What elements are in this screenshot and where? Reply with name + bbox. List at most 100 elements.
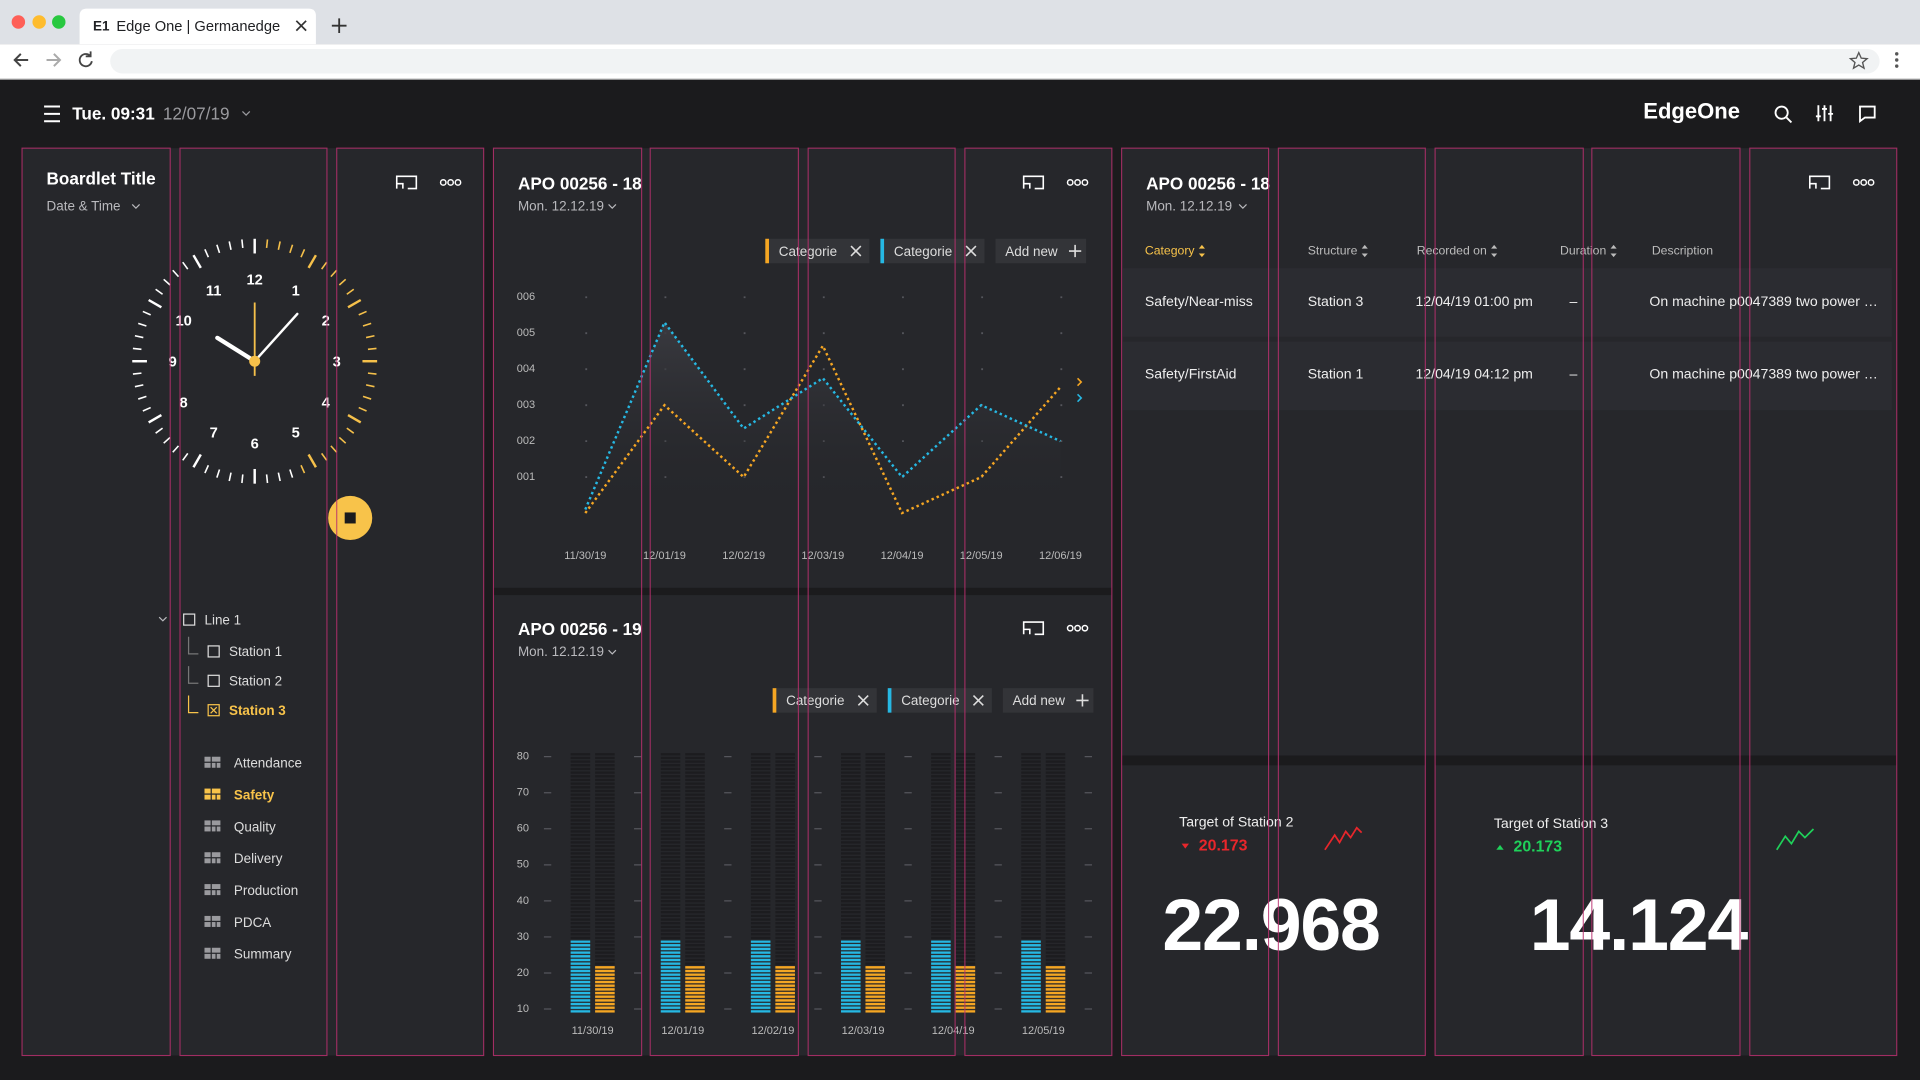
- icon-part: [204, 947, 211, 953]
- column-header[interactable]: Description: [1652, 243, 1713, 257]
- bookmark-star[interactable]: [1848, 50, 1869, 70]
- remove-filter[interactable]: [850, 245, 862, 257]
- more-button[interactable]: [439, 179, 447, 186]
- forward-button[interactable]: [46, 53, 62, 67]
- back-button[interactable]: [13, 53, 29, 67]
- expand-button[interactable]: [395, 175, 418, 190]
- icon-part: [204, 852, 211, 858]
- clock-tick: [330, 269, 338, 278]
- icon-part: [211, 756, 221, 762]
- legend-chip[interactable]: [772, 688, 877, 713]
- subtitle-dropdown[interactable]: [131, 204, 141, 210]
- menu-item[interactable]: Safety: [234, 787, 275, 802]
- address-bar[interactable]: [110, 48, 1880, 74]
- subtitle-dropdown[interactable]: [1238, 204, 1247, 210]
- legend-chip[interactable]: [765, 238, 870, 264]
- table-row[interactable]: [1122, 341, 1892, 411]
- more-button[interactable]: [1074, 179, 1081, 186]
- checkbox[interactable]: [207, 674, 220, 687]
- maximize-window[interactable]: [52, 15, 66, 29]
- sort-icon[interactable]: [1198, 244, 1205, 258]
- menu-item[interactable]: Summary: [234, 947, 292, 962]
- close-tab[interactable]: [295, 20, 307, 32]
- sort-icon[interactable]: [1491, 244, 1498, 258]
- reload-button[interactable]: [78, 51, 93, 68]
- kpi-value: 14.124: [1530, 883, 1749, 966]
- new-tab[interactable]: [331, 18, 347, 34]
- clock-tick: [365, 384, 375, 388]
- chart-subtitle[interactable]: Mon. 12.12.19: [518, 199, 604, 214]
- tree-item[interactable]: Station 2: [229, 674, 282, 689]
- remove-filter[interactable]: [972, 694, 984, 706]
- checkbox-mark: [210, 706, 218, 714]
- chat-button[interactable]: [1859, 105, 1876, 124]
- bar: [570, 940, 591, 1013]
- date-dropdown[interactable]: [242, 110, 251, 116]
- y-tick-label: 40: [517, 895, 529, 907]
- more-button[interactable]: [1066, 179, 1074, 186]
- table-row[interactable]: [1122, 268, 1892, 337]
- sort-icon[interactable]: [1610, 244, 1617, 258]
- column-header[interactable]: Recorded on: [1417, 243, 1487, 257]
- browser-tab[interactable]: [79, 8, 316, 45]
- x-tick-label: 12/03/19: [801, 550, 844, 562]
- more-button[interactable]: [454, 179, 462, 186]
- browser-menu[interactable]: [1895, 52, 1899, 68]
- checkbox[interactable]: [183, 613, 196, 626]
- table-subtitle[interactable]: Mon. 12.12.19: [1146, 199, 1232, 214]
- settings-button[interactable]: [1815, 105, 1834, 122]
- tree-toggle[interactable]: [158, 616, 167, 622]
- menu-icon: [204, 915, 221, 927]
- chart-subtitle[interactable]: Mon. 12.12.19: [518, 644, 604, 659]
- tree-item[interactable]: Station 3: [229, 703, 286, 718]
- tab-title[interactable]: Edge One | Germanedge: [116, 19, 280, 35]
- more-button[interactable]: [1081, 179, 1089, 186]
- remove-filter[interactable]: [965, 245, 977, 257]
- more-button[interactable]: [1852, 179, 1860, 186]
- scroll-indicator[interactable]: [1076, 393, 1083, 403]
- tree-item[interactable]: Station 1: [229, 644, 282, 659]
- close-window[interactable]: [11, 15, 26, 29]
- sort-icon[interactable]: [1361, 244, 1368, 258]
- clock-tick: [142, 406, 151, 412]
- column-header[interactable]: Category: [1145, 243, 1196, 257]
- menu-item[interactable]: PDCA: [234, 915, 271, 930]
- minimize-window[interactable]: [32, 15, 46, 29]
- remove-filter[interactable]: [857, 694, 869, 706]
- menu-item[interactable]: Quality: [234, 819, 276, 834]
- more-button[interactable]: [1066, 624, 1074, 632]
- legend-chip[interactable]: [887, 688, 992, 713]
- expand-button[interactable]: [1022, 621, 1045, 636]
- boardlet-title: Boardlet Title: [47, 169, 156, 189]
- more-button[interactable]: [1867, 179, 1875, 186]
- checkbox[interactable]: [207, 645, 220, 658]
- search-button[interactable]: [1774, 105, 1793, 124]
- menu-item[interactable]: Production: [234, 883, 298, 898]
- legend-chip[interactable]: [880, 238, 985, 264]
- more-button[interactable]: [1860, 179, 1868, 186]
- expand-button[interactable]: [1809, 175, 1831, 190]
- icon-part: [216, 794, 221, 800]
- kpi-delta: 20.173: [1513, 839, 1562, 856]
- menu-button[interactable]: [44, 105, 60, 123]
- clock-tick: [367, 372, 377, 375]
- header-date[interactable]: 12/07/19: [163, 104, 230, 124]
- clock-tick: [300, 464, 306, 474]
- clock-tick: [265, 474, 269, 484]
- scroll-indicator[interactable]: [1076, 377, 1083, 387]
- subtitle-dropdown[interactable]: [608, 649, 617, 655]
- tab-strip: [0, 0, 1920, 45]
- grid-column: [1591, 147, 1741, 1057]
- checkbox[interactable]: [207, 704, 220, 717]
- subtitle-dropdown[interactable]: [608, 204, 617, 210]
- column-header[interactable]: Structure: [1308, 243, 1358, 257]
- boardlet-subtitle[interactable]: Date & Time: [47, 199, 121, 214]
- clock-tick: [277, 241, 281, 251]
- more-button[interactable]: [447, 179, 455, 186]
- menu-item[interactable]: Delivery: [234, 851, 283, 866]
- more-button[interactable]: [1074, 624, 1081, 632]
- menu-item[interactable]: Attendance: [234, 756, 302, 771]
- expand-button[interactable]: [1022, 175, 1045, 190]
- more-button[interactable]: [1081, 624, 1089, 632]
- tree-root[interactable]: Line 1: [204, 612, 241, 627]
